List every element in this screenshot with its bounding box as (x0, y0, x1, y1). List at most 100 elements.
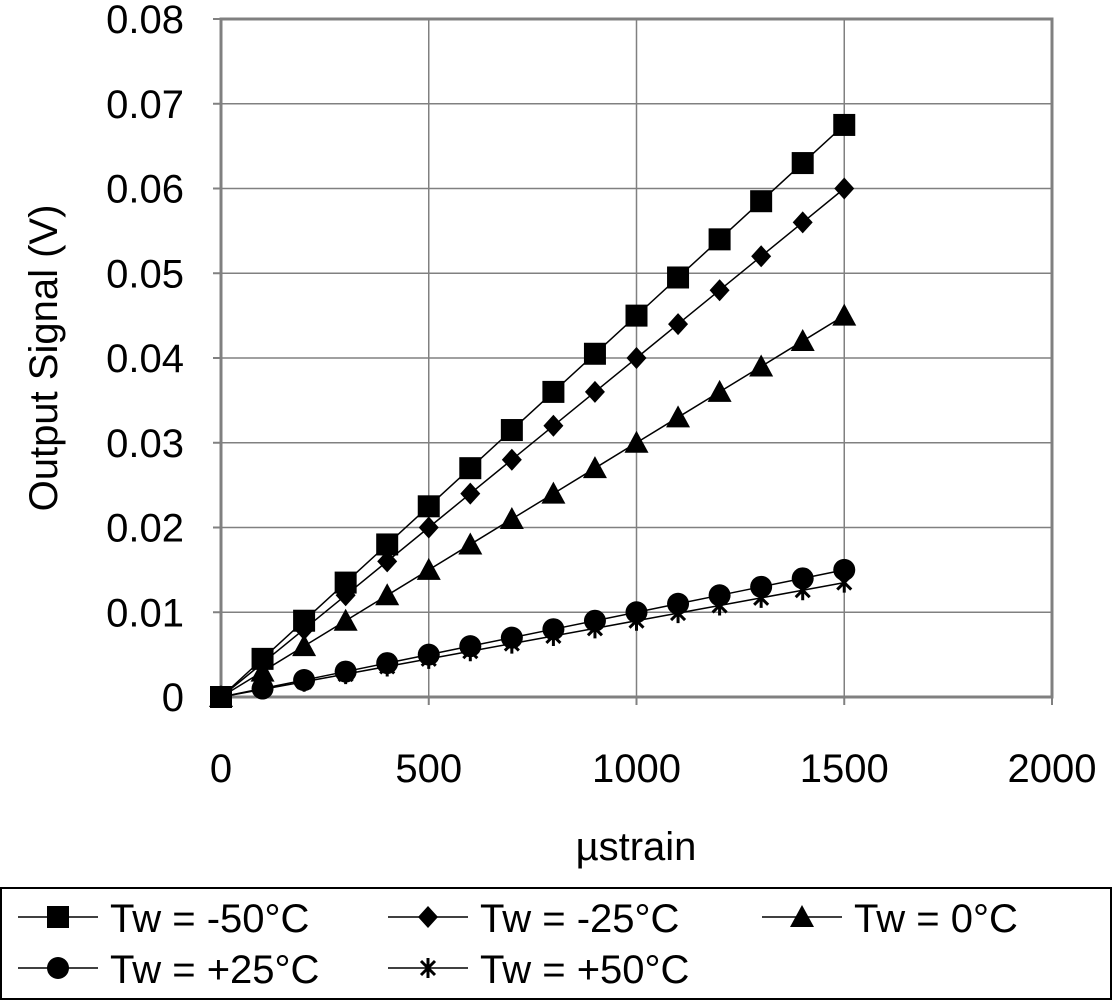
y-tick-label: 0.07 (106, 83, 184, 127)
legend-marker (790, 905, 814, 927)
data-point (791, 152, 814, 175)
data-point (377, 550, 398, 573)
y-axis-title: Output Signal (V) (22, 205, 66, 512)
legend-item: Tw = -50°C (18, 897, 309, 941)
data-point (212, 687, 230, 707)
legend-marker (47, 957, 69, 979)
series-line (220, 314, 845, 698)
data-point (254, 679, 271, 700)
series-line (220, 187, 845, 698)
data-point (499, 507, 524, 530)
data-point (666, 405, 691, 428)
x-tick-label: 1500 (800, 747, 889, 791)
legend-item: Tw = +50°C (388, 948, 689, 992)
legend: Tw = -50°C Tw = -25°C Tw = 0°C Tw = +25°C Tw… (0, 887, 1112, 1000)
data-point (375, 583, 400, 606)
legend-label: Tw = -50°C (110, 897, 309, 941)
data-point (669, 603, 687, 624)
data-point (334, 571, 357, 594)
data-point (541, 481, 566, 504)
x-tick-label: 500 (395, 747, 462, 791)
data-point (418, 516, 439, 539)
y-tick-label: 0.05 (106, 252, 184, 296)
data-point (501, 448, 522, 471)
legend-label: Tw = 0°C (854, 897, 1018, 941)
data-point (583, 342, 606, 365)
x-axis-ticks: 0 500 1000 1500 2000 (210, 697, 1097, 791)
data-point (833, 113, 856, 136)
data-point (586, 618, 604, 639)
legend-item: Tw = 0°C (762, 897, 1018, 941)
data-point (753, 587, 770, 608)
data-point (749, 354, 774, 377)
y-tick-label: 0.01 (106, 591, 184, 635)
legend-box (0, 887, 1112, 1000)
data-point (500, 419, 523, 442)
data-point (708, 228, 731, 251)
data-point (417, 495, 440, 518)
data-point (543, 414, 564, 437)
data-point (626, 347, 647, 369)
y-tick-label: 0.06 (106, 168, 184, 212)
data-point (460, 482, 481, 505)
data-point (709, 279, 730, 302)
legend-marker (419, 958, 437, 978)
data-point (250, 659, 275, 682)
data-point (628, 610, 645, 631)
data-point (584, 380, 605, 403)
data-point (667, 266, 690, 289)
series-star (212, 572, 853, 707)
x-tick-label: 0 (210, 747, 232, 791)
legend-marker (47, 906, 69, 928)
x-tick-label: 2000 (1008, 747, 1097, 791)
legend-item: Tw = -25°C (388, 897, 679, 941)
y-tick-label: 0.04 (106, 337, 184, 381)
data-point (296, 671, 313, 692)
data-point (459, 457, 482, 480)
data-point (542, 380, 565, 403)
y-axis-ticks: 0 0.01 0.02 0.03 0.04 0.05 0.06 0.07 0.08 (106, 0, 221, 720)
legend-label: Tw = +50°C (480, 948, 689, 992)
data-point (707, 379, 732, 402)
data-point (792, 211, 813, 234)
y-tick-label: 0.08 (106, 0, 184, 42)
data-point (836, 572, 853, 593)
data-point (834, 177, 855, 200)
legend-item: Tw = +25°C (18, 948, 319, 992)
data-point (624, 430, 649, 453)
data-point (333, 608, 358, 631)
series-line (220, 581, 845, 698)
x-tick-label: 1000 (592, 747, 681, 791)
x-axis-title: µstrain (576, 825, 697, 869)
data-point (337, 664, 354, 685)
data-point (503, 633, 520, 654)
data-point (379, 656, 396, 677)
data-point (545, 625, 562, 646)
data-point (625, 304, 648, 327)
series-layer (209, 113, 857, 708)
data-point (711, 595, 728, 616)
data-point (794, 580, 811, 601)
data-point (751, 245, 772, 268)
data-point (376, 533, 399, 556)
data-point (832, 303, 857, 326)
legend-marker (418, 906, 438, 928)
series-diamond (211, 177, 855, 708)
data-point (582, 456, 607, 479)
series-line (220, 569, 845, 698)
legend-label: Tw = -25°C (480, 897, 679, 941)
data-point (335, 584, 356, 607)
y-tick-label: 0 (162, 676, 184, 720)
data-point (416, 557, 441, 580)
data-point (294, 618, 315, 641)
data-point (462, 641, 479, 662)
data-point (420, 648, 437, 669)
series-line (220, 124, 845, 698)
data-point (668, 313, 689, 336)
legend-label: Tw = +25°C (110, 948, 319, 992)
y-tick-label: 0.02 (106, 507, 184, 551)
data-point (790, 329, 815, 352)
data-point (750, 190, 773, 213)
y-tick-label: 0.03 (106, 422, 184, 466)
